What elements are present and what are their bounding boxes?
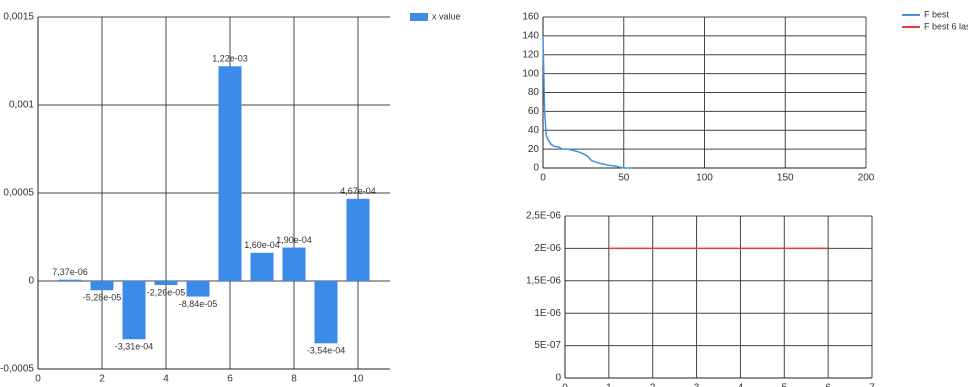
y-tick-label: 2E-06 — [534, 243, 561, 254]
y-tick-label: 0 — [555, 373, 561, 384]
x-tick-label: 0 — [540, 173, 546, 184]
x-tick-label: 5 — [782, 383, 788, 387]
data-label: -8,84e-05 — [179, 299, 218, 309]
legend-swatch — [410, 13, 428, 21]
bar — [250, 252, 274, 281]
y-tick-label: 0,0015 — [3, 12, 34, 23]
bar — [154, 281, 178, 285]
y-tick-label: 40 — [528, 125, 540, 136]
y-tick-label: 120 — [522, 49, 539, 60]
x-tick-label: 0 — [35, 374, 41, 385]
bar — [186, 281, 210, 297]
x-tick-label: 100 — [696, 173, 713, 184]
x-tick-label: 2 — [99, 374, 105, 385]
bar — [90, 281, 114, 291]
x-tick-label: 50 — [618, 173, 630, 184]
y-tick-label: 0 — [28, 276, 34, 287]
x-tick-label: 2 — [650, 383, 656, 387]
x-tick-label: 6 — [825, 383, 831, 387]
x-tick-label: 0 — [562, 383, 568, 387]
data-label: 1,60e-04 — [244, 240, 280, 250]
legend-label: F best — [924, 9, 950, 19]
x-tick-label: 6 — [227, 374, 233, 385]
x-tick-label: 150 — [777, 173, 794, 184]
y-tick-label: 2,5E-06 — [526, 211, 561, 222]
y-tick-label: 60 — [528, 106, 540, 117]
legend-label: x value — [432, 11, 461, 21]
y-tick-label: 160 — [522, 12, 539, 23]
y-tick-label: 0,001 — [9, 100, 34, 111]
y-tick-label: 100 — [522, 68, 539, 79]
y-tick-label: 1E-06 — [534, 308, 561, 319]
bar — [314, 281, 338, 344]
data-label: 1,22e-03 — [212, 54, 248, 64]
data-label: -3,31e-04 — [115, 342, 154, 352]
y-tick-label: 140 — [522, 31, 539, 42]
bar — [58, 279, 82, 281]
legend-label: F best 6 last — [924, 21, 968, 31]
data-label: -2,26e-05 — [147, 287, 186, 297]
x-tick-label: 3 — [694, 383, 700, 387]
bar — [282, 247, 306, 281]
x-tick-label: 10 — [352, 374, 364, 385]
y-tick-label: 5E-07 — [534, 340, 561, 351]
x-tick-label: 200 — [858, 173, 875, 184]
line — [542, 35, 632, 169]
y-tick-label: 80 — [528, 87, 540, 98]
x-tick-label: 4 — [163, 374, 169, 385]
y-tick-label: 0,0005 — [3, 188, 34, 199]
x-tick-label: 7 — [869, 383, 875, 387]
x-tick-label: 4 — [738, 383, 744, 387]
y-tick-label: -0,0005 — [0, 364, 34, 375]
y-tick-label: 0 — [533, 163, 539, 174]
data-label: 4,67e-04 — [340, 186, 376, 196]
y-tick-label: 20 — [528, 144, 540, 155]
x-tick-label: 1 — [606, 383, 612, 387]
x-tick-label: 8 — [291, 374, 297, 385]
y-tick-label: 1,5E-06 — [526, 275, 561, 286]
data-label: -3,54e-04 — [307, 346, 346, 356]
data-label: 1,90e-04 — [276, 235, 312, 245]
bar — [122, 281, 146, 340]
bar — [346, 198, 370, 281]
data-label: 7,37e-06 — [52, 267, 88, 277]
bar — [218, 66, 242, 281]
data-label: -5,28e-05 — [83, 293, 122, 303]
